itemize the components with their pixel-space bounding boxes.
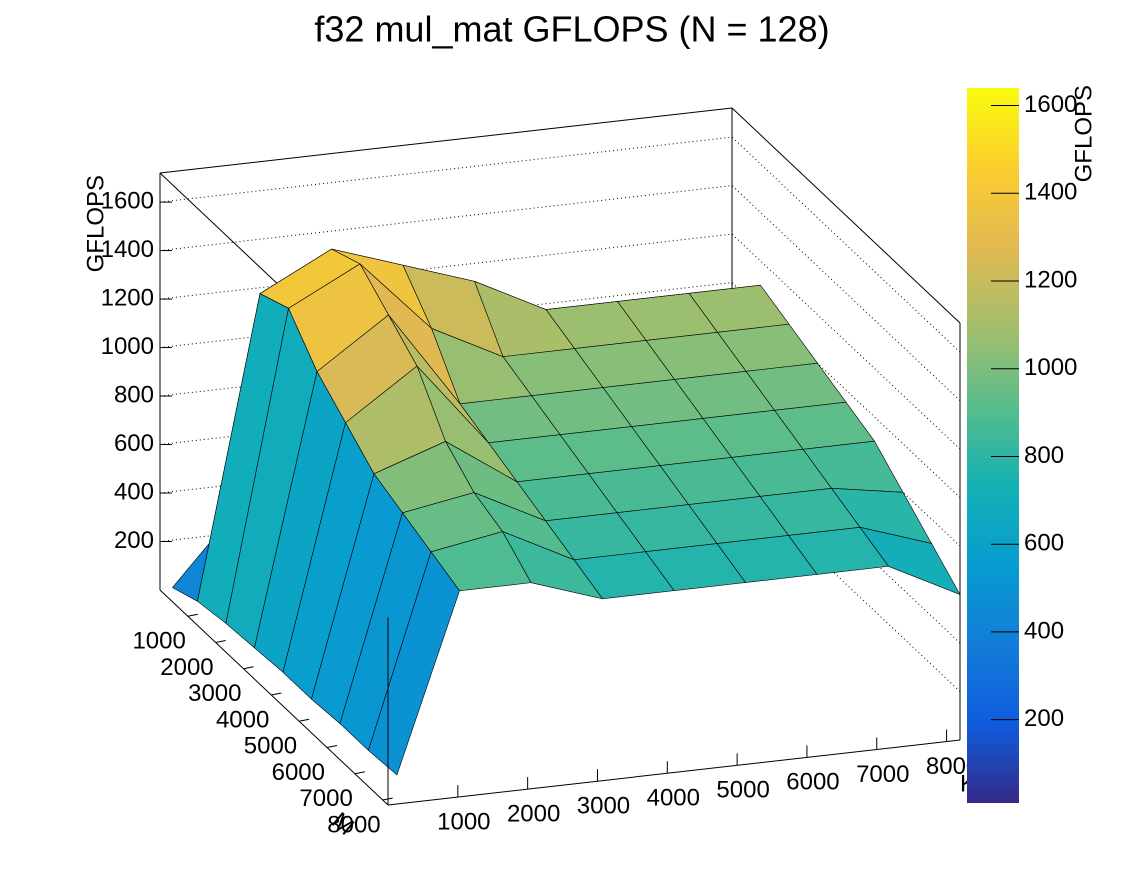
grid-line	[159, 233, 961, 450]
grid-line	[159, 136, 961, 353]
colorbar-tick-label: 600	[1024, 530, 1064, 557]
y-tick	[326, 744, 338, 748]
colorbar	[967, 88, 1019, 803]
x-tick-label: 7000	[856, 761, 909, 788]
colorbar-tick-label: 1200	[1024, 266, 1077, 293]
colorbar-title: GFLOPS	[1070, 85, 1097, 182]
y-tick-label: 8000	[327, 811, 380, 838]
y-tick	[215, 639, 226, 643]
y-tick-label: 1000	[132, 628, 185, 655]
grid-line	[159, 427, 961, 644]
y-tick-label: 6000	[272, 759, 325, 786]
z-tick-label: 400	[114, 478, 154, 505]
z-tick-label: 1200	[101, 284, 154, 311]
y-tick-label: 5000	[244, 733, 297, 760]
z-tick-label: 600	[114, 430, 154, 457]
y-tick	[299, 718, 310, 722]
box-edge	[159, 107, 733, 174]
y-tick	[271, 692, 282, 696]
colorbar-tick-label: 400	[1024, 617, 1064, 644]
x-tick-label: 4000	[647, 785, 700, 812]
z-tick-label: 1600	[101, 187, 154, 214]
colorbar-tick-label: 800	[1024, 442, 1064, 469]
grid-line	[159, 475, 961, 692]
x-tick-label: 1000	[437, 808, 490, 835]
z-tick-label: 1000	[101, 333, 154, 360]
axis-line	[159, 589, 389, 806]
chart-title: f32 mul_mat GFLOPS (N = 128)	[314, 9, 829, 50]
y-tick-label: 7000	[299, 785, 352, 812]
y-tick	[354, 771, 365, 775]
x-tick-label: 3000	[577, 793, 630, 820]
y-tick-label: 3000	[188, 680, 241, 707]
colorbar-tick-label: 1000	[1024, 354, 1077, 381]
x-tick-label: 2000	[507, 800, 560, 827]
z-axis-title: GFLOPS	[82, 175, 109, 272]
box-edge	[731, 107, 961, 324]
surface-cell	[368, 551, 460, 776]
colorbar-tick-label: 1400	[1024, 179, 1077, 206]
colorbar-tick-label: 1600	[1024, 91, 1077, 118]
grid-line	[159, 282, 961, 498]
y-tick	[187, 613, 198, 617]
x-tick-label: 6000	[786, 769, 839, 796]
y-tick-label: 2000	[160, 654, 213, 681]
y-tick	[243, 666, 254, 670]
axis-line	[387, 739, 961, 806]
z-tick-label: 1400	[101, 236, 154, 263]
y-tick-label: 4000	[216, 706, 269, 733]
grid-line	[159, 185, 961, 401]
colorbar-tick-label: 200	[1024, 705, 1064, 732]
y-tick	[382, 797, 393, 801]
z-tick-label: 800	[114, 381, 154, 408]
z-tick-label: 200	[114, 527, 154, 554]
x-tick-label: 5000	[716, 777, 769, 804]
